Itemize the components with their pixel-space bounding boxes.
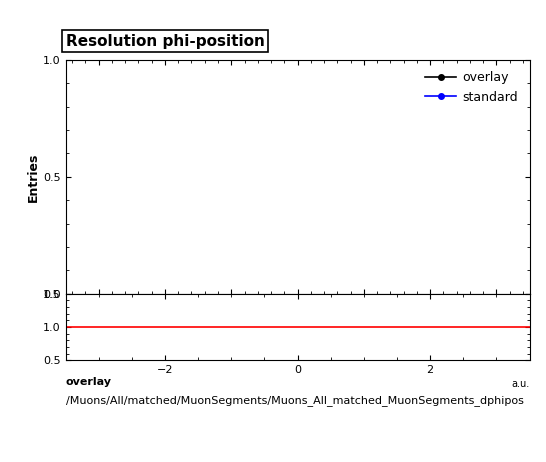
Text: overlay: overlay — [66, 377, 111, 387]
Text: a.u.: a.u. — [512, 379, 530, 389]
Legend: overlay, standard: overlay, standard — [420, 67, 524, 109]
Text: /Muons/All/matched/MuonSegments/Muons_All_matched_MuonSegments_dphipos: /Muons/All/matched/MuonSegments/Muons_Al… — [66, 395, 524, 406]
Text: Resolution phi-position: Resolution phi-position — [66, 34, 264, 49]
Y-axis label: Entries: Entries — [27, 152, 40, 201]
